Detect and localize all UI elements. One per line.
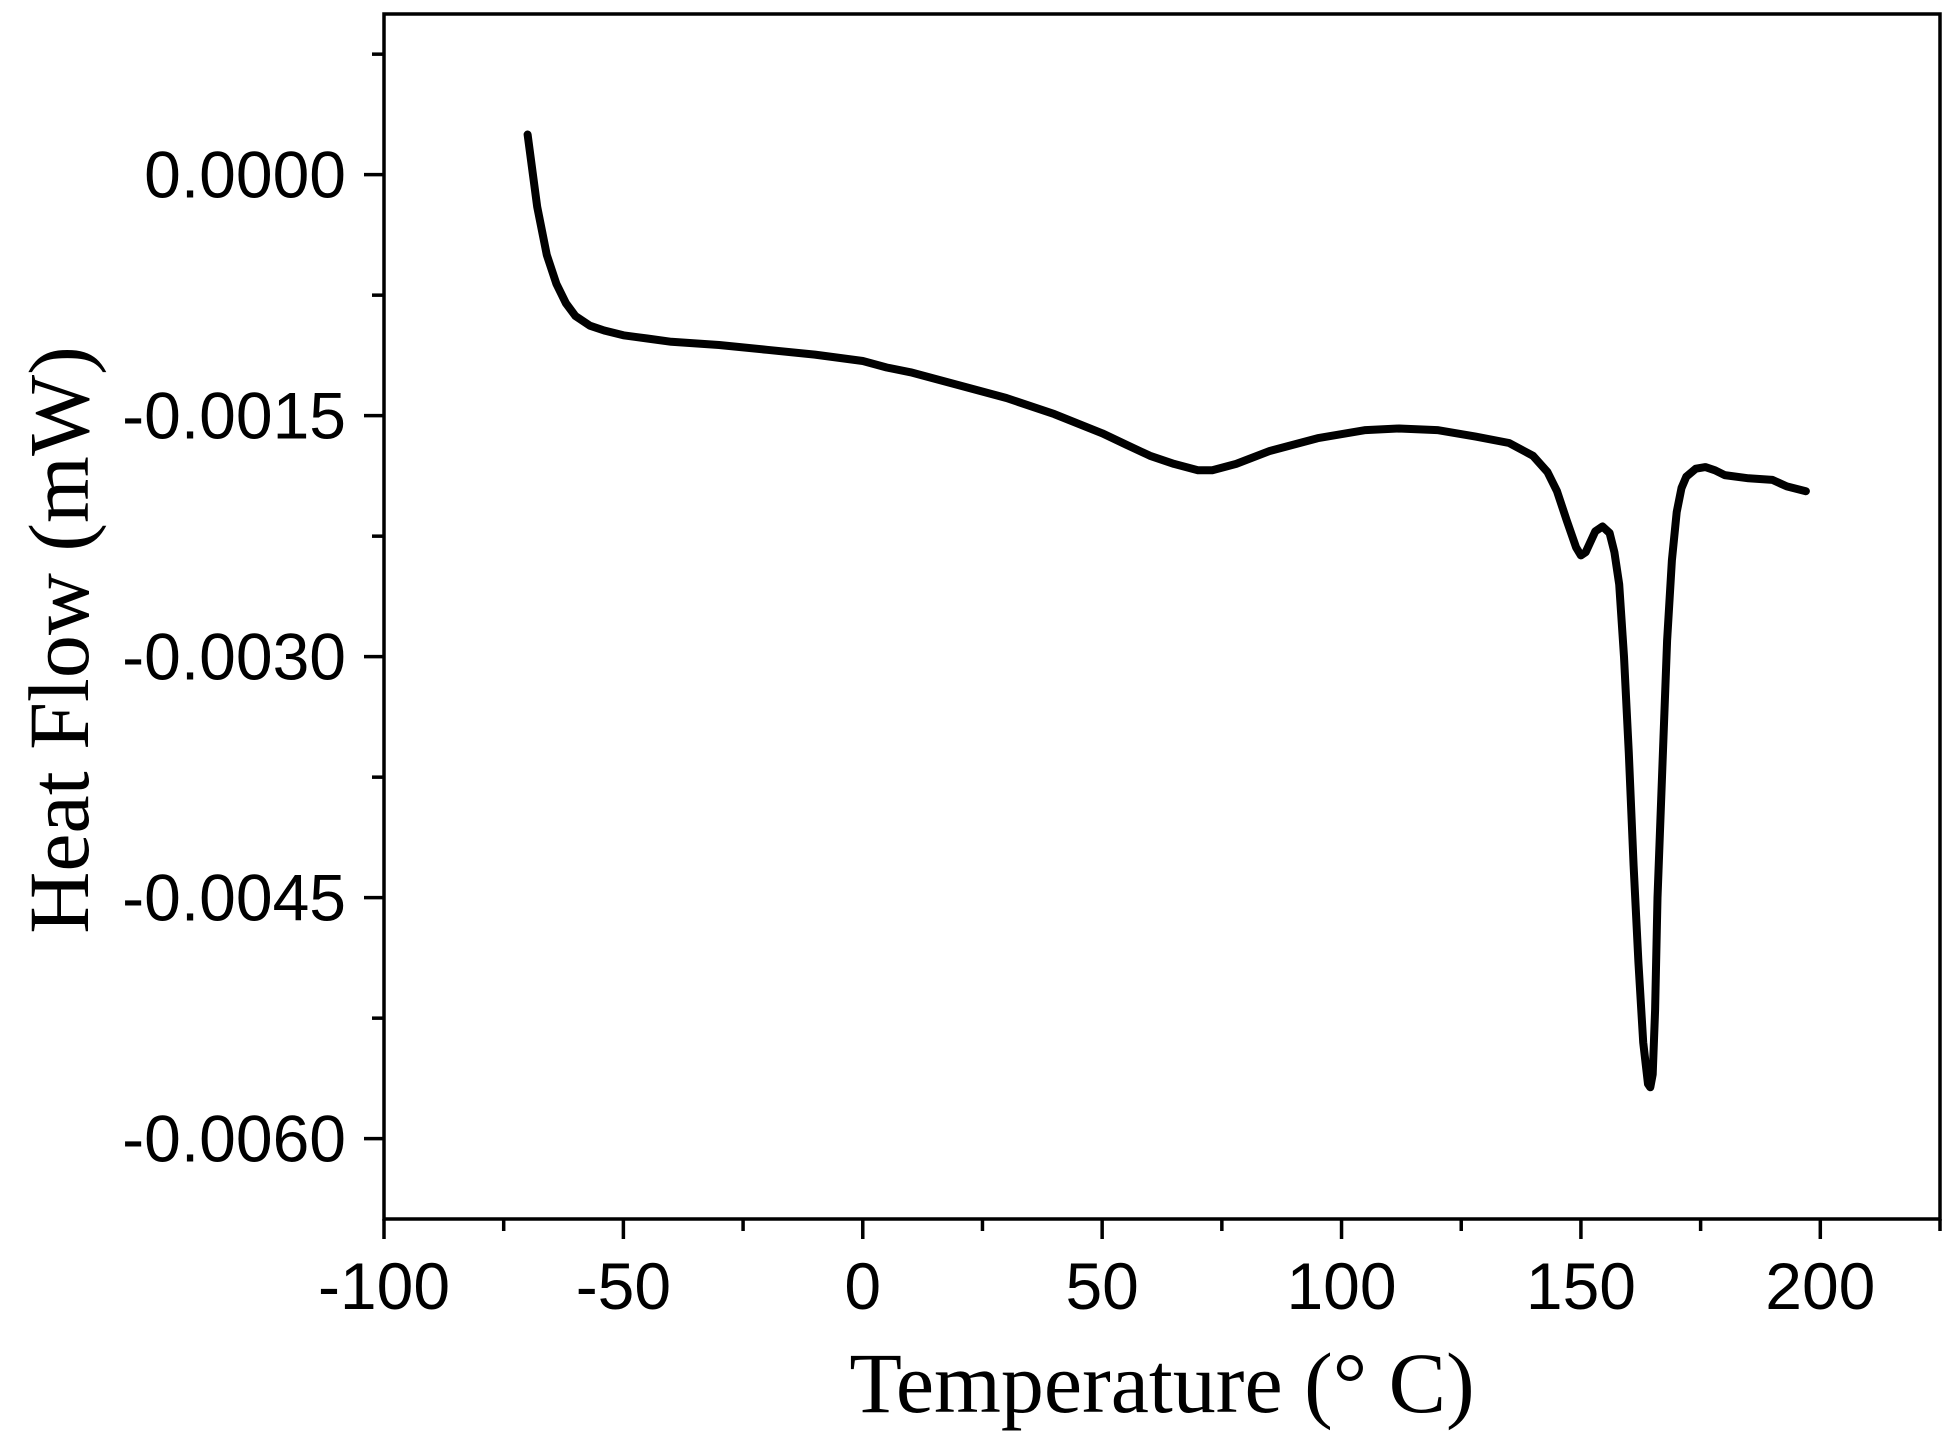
- y-axis-ticks: [364, 52, 384, 1141]
- x-axis-tick-labels: -100 -50 0 50 100 150 200: [318, 1249, 1875, 1323]
- x-tick-label: 50: [1065, 1249, 1138, 1323]
- x-tick-label: 100: [1286, 1249, 1396, 1323]
- x-tick-label: 0: [844, 1249, 881, 1323]
- x-tick-label: 150: [1526, 1249, 1636, 1323]
- y-tick-label: -0.0015: [122, 379, 346, 453]
- y-tick-label: 0.0000: [144, 138, 346, 212]
- x-tick-label: -50: [576, 1249, 671, 1323]
- x-axis-title: Temperature (° C): [849, 1335, 1474, 1431]
- plot-frame: [382, 12, 1942, 1221]
- x-tick-label: -100: [318, 1249, 450, 1323]
- y-axis-tick-labels: 0.0000 -0.0015 -0.0030 -0.0045 -0.0060: [122, 138, 346, 1176]
- y-axis-title: Heat Flow (mW): [11, 346, 107, 934]
- x-tick-label: 200: [1765, 1249, 1875, 1323]
- x-axis-ticks: [382, 1219, 1942, 1239]
- y-tick-label: -0.0060: [122, 1102, 346, 1176]
- y-tick-label: -0.0045: [122, 861, 346, 935]
- y-tick-label: -0.0030: [122, 620, 346, 694]
- heat-flow-line: [523, 130, 1810, 1092]
